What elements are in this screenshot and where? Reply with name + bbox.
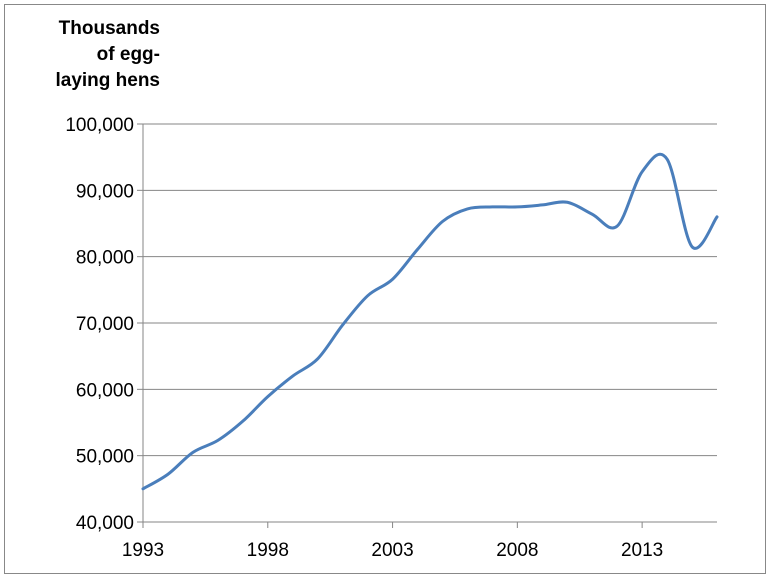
y-tick-label: 60,000 bbox=[76, 380, 134, 401]
y-tick-label: 80,000 bbox=[76, 248, 134, 269]
x-tick-label: 2003 bbox=[371, 540, 413, 561]
y-tick-label: 100,000 bbox=[65, 115, 134, 136]
chart-frame bbox=[4, 4, 766, 574]
y-tick-labels: 40,000 50,000 60,000 70,000 80,000 90,000 100,… bbox=[65, 115, 134, 534]
axes bbox=[137, 123, 717, 528]
y-tick-label: 70,000 bbox=[76, 314, 134, 335]
y-tick-label: 50,000 bbox=[76, 447, 134, 468]
y-axis-label: Thousands of egg- laying hens bbox=[55, 18, 160, 91]
x-tick-label: 2013 bbox=[621, 540, 663, 561]
x-tick-label: 2008 bbox=[496, 540, 538, 561]
x-tick-labels: 1993 1998 2003 2008 2013 bbox=[122, 540, 663, 561]
gridlines bbox=[143, 123, 717, 457]
series-line bbox=[141, 152, 719, 491]
x-tick-label: 1993 bbox=[122, 540, 164, 561]
series-lines bbox=[141, 152, 719, 491]
y-tick-label: 90,000 bbox=[76, 181, 134, 202]
x-tick-label: 1998 bbox=[247, 540, 289, 561]
y-tick-label: 40,000 bbox=[76, 513, 134, 534]
